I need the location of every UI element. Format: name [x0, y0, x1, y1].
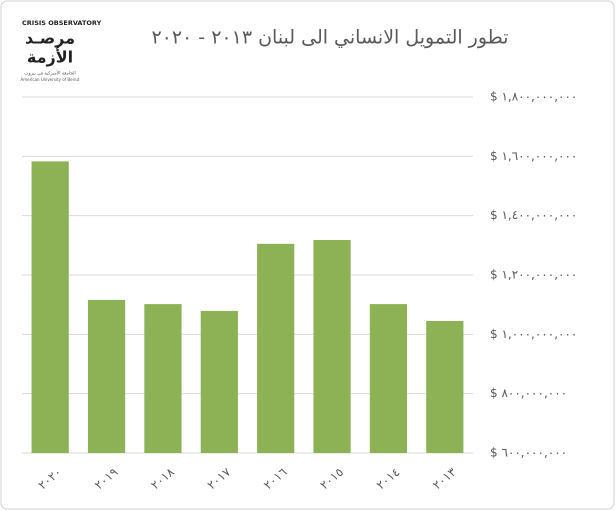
y-tick-label: $ ١,٠٠٠,٠٠٠,٠٠٠: [490, 327, 577, 341]
y-tick-label: $ ٦٠٠,٠٠٠,٠٠٠: [490, 446, 567, 460]
bar: [87, 299, 126, 453]
y-tick-label: $ ١,٦٠٠,٠٠٠,٠٠٠: [490, 149, 577, 163]
logo-english: CRISIS OBSERVATORY: [22, 19, 102, 27]
y-tick-label: $ ٨٠٠,٠٠٠,٠٠٠: [490, 386, 567, 400]
bar: [31, 161, 69, 454]
y-tick-label: $ ١,٨٠٠,٠٠٠,٠٠٠: [490, 90, 577, 104]
chart-title: تطور التمويل الانساني الى لبنان ٢٠١٣ - ٢…: [151, 27, 508, 49]
logo-university: الجامعة الأميركية في بيروت: [24, 70, 76, 77]
bar: [200, 310, 238, 453]
bar: [369, 304, 408, 453]
y-tick-label: $ ١,٢٠٠,٠٠٠,٠٠٠: [490, 268, 577, 282]
y-tick-label: $ ١,٤٠٠,٠٠٠,٠٠٠: [490, 208, 577, 222]
logo-university: American University of Beirut: [21, 77, 80, 82]
bar: [257, 243, 295, 453]
bar: [426, 320, 464, 453]
bar: [313, 239, 351, 453]
logo-arabic: مرصـد: [25, 29, 75, 48]
bar: [144, 304, 182, 453]
logo-arabic: الأزمة: [27, 48, 73, 67]
